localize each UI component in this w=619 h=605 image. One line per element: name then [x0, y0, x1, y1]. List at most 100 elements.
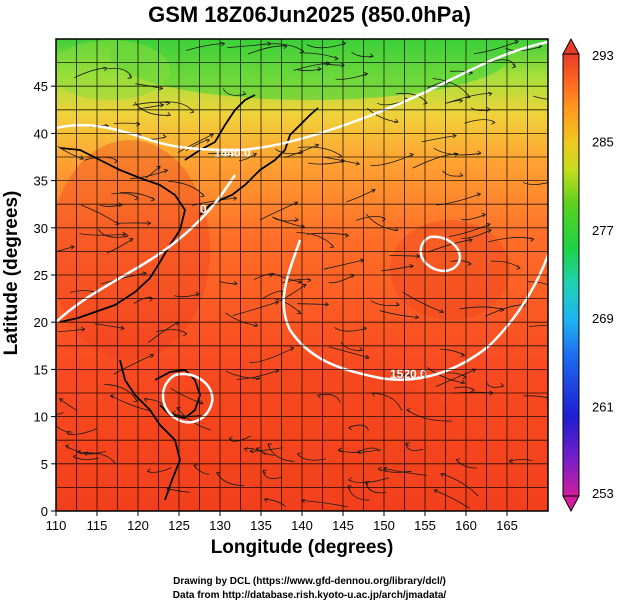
contour-labels: 1440.0 1520.0 0	[200, 146, 427, 381]
streamline-arrow	[150, 196, 155, 202]
streamline-arrow	[486, 222, 491, 228]
streamline	[249, 447, 283, 452]
streamline-arrow	[220, 41, 225, 47]
streamline	[297, 303, 329, 305]
colorbar-tick-label: 269	[592, 311, 614, 326]
streamline-arrow	[344, 233, 349, 238]
streamline-arrow	[262, 469, 267, 474]
streamline	[323, 259, 364, 270]
streamline	[137, 104, 164, 110]
y-tick-label: 0	[41, 504, 48, 519]
streamline	[249, 347, 294, 364]
streamline-arrow	[488, 91, 493, 97]
coastline	[59, 94, 319, 501]
streamline	[296, 68, 322, 72]
streamline-arrow	[558, 177, 562, 181]
colorbar-tick-label: 277	[592, 223, 614, 238]
streamline-arrow	[409, 372, 414, 377]
streamline	[435, 368, 477, 387]
streamline-arrow	[452, 133, 457, 139]
streamline-arrow	[297, 452, 302, 457]
streamline	[365, 481, 386, 494]
colorbar-tick-label: 293	[592, 48, 614, 63]
streamline	[335, 73, 368, 80]
lat-lon-grid	[56, 39, 548, 511]
streamline-arrow	[127, 74, 133, 79]
streamline	[280, 283, 307, 301]
streamline	[293, 62, 331, 71]
height-contours	[56, 40, 548, 424]
streamline-arrow	[405, 442, 410, 447]
streamline-arrow	[297, 279, 302, 284]
streamline	[275, 148, 303, 155]
streamline-arrow	[455, 458, 461, 463]
map-title: GSM 18Z06Jun2025 (850.0hPa)	[148, 2, 471, 27]
streamline	[130, 169, 168, 179]
streamline	[402, 291, 444, 313]
streamline	[351, 51, 374, 58]
streamline-arrow	[183, 331, 188, 337]
colorbar: 293 285 277 269 261 253	[562, 37, 614, 513]
streamline-arrow	[200, 192, 205, 197]
x-axis-ticks: 110 115 120 125 130 135 140 145 150 155 160 165	[46, 511, 518, 533]
streamline-arrow	[147, 468, 152, 473]
streamline-arrow	[324, 302, 329, 307]
streamline	[119, 192, 155, 201]
streamline	[219, 281, 238, 285]
streamline-arrow	[307, 278, 312, 283]
streamline	[301, 500, 348, 508]
green-patch	[110, 39, 510, 100]
y-axis-ticks: 0 5 10 15 20 25 30 35 40 45	[34, 79, 56, 519]
streamline	[523, 395, 548, 399]
x-tick-label: 140	[291, 518, 313, 533]
x-tick-label: 160	[455, 518, 477, 533]
warm-patch	[56, 140, 210, 360]
streamline-arrow	[460, 352, 465, 357]
streamline-arrow	[491, 120, 496, 125]
streamline-arrow	[355, 161, 360, 166]
streamline-arrow	[166, 111, 171, 117]
streamline	[356, 447, 380, 453]
streamline	[473, 40, 519, 55]
streamline-arrow	[147, 220, 151, 226]
streamline	[238, 153, 257, 161]
streamline	[328, 346, 370, 359]
streamline-arrow	[294, 217, 299, 222]
streamline-arrow	[481, 212, 486, 218]
streamline-arrow	[416, 253, 421, 259]
streamline-arrow	[514, 39, 519, 45]
streamline-arrow	[302, 283, 307, 288]
streamline	[57, 145, 84, 160]
streamline-arrow	[363, 71, 368, 77]
streamline-arrow	[329, 243, 335, 248]
streamline-arrow	[81, 327, 86, 332]
streamline-arrow	[129, 238, 134, 243]
streamline	[83, 452, 116, 464]
x-tick-label: 135	[250, 518, 272, 533]
streamline-arrow	[414, 314, 420, 320]
streamline	[379, 310, 419, 318]
streamline	[59, 398, 78, 412]
streamline	[56, 412, 64, 416]
streamline-arrow	[264, 498, 269, 503]
streamline-arrow	[348, 425, 353, 431]
streamline-arrow	[162, 134, 167, 139]
streamline-arrow	[296, 310, 302, 315]
streamline	[110, 394, 152, 412]
streamline-arrow	[369, 53, 374, 58]
streamline	[228, 435, 252, 442]
colorbar-tick-label: 285	[592, 134, 614, 149]
colorbar-top-arrow	[562, 37, 580, 55]
streamline	[106, 238, 134, 254]
streamline	[100, 272, 147, 285]
x-tick-label: 110	[46, 518, 67, 533]
green-patch	[56, 40, 170, 100]
streamline	[272, 217, 299, 222]
streamline	[322, 156, 360, 165]
streamline-arrow	[468, 238, 473, 243]
streamline-arrow	[356, 449, 361, 455]
streamline-arrow	[163, 168, 168, 174]
streamline	[307, 160, 345, 165]
streamline	[449, 93, 493, 103]
streamline-arrow	[249, 448, 254, 454]
